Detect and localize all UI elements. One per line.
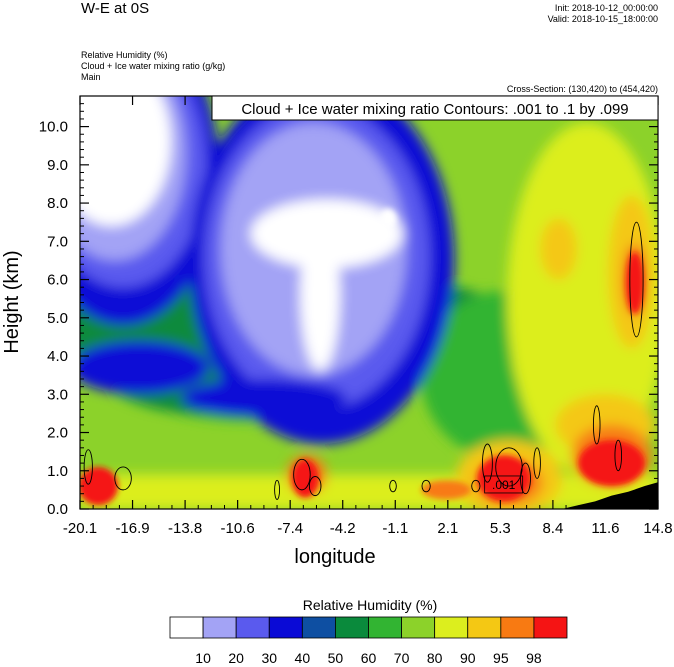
plot-main-title: W-E at 0S [81,0,150,17]
y-tick-label: 6.0 [47,272,68,289]
contour-note-box [211,95,659,121]
colorbar-label: 60 [361,650,377,666]
cloud-contour [274,479,281,500]
colorbar-title: Relative Humidity (%) [303,597,438,613]
x-tick-label: -10.6 [221,520,255,537]
x-tick-label: 14.8 [643,520,672,537]
axes: -20.1 -16.9 -13.8 -10.6 -7.4 -4.2 -1.1 2.1 5.3 8.… [39,96,673,537]
colorbar-label: 80 [427,650,443,666]
cloud-contour [308,476,322,497]
rh-10-patch [379,208,397,228]
x-tick-label: -20.1 [63,520,97,537]
contour-note-text: Cloud + Ice water mixing ratio Contours:… [241,101,628,118]
x-tick-label: -16.9 [115,520,149,537]
field-detail [80,208,645,506]
cloud-contour [471,479,481,493]
colorbar: 10 20 30 40 50 60 70 80 90 95 98 [169,616,568,666]
y-tick-label: 2.0 [47,425,68,442]
colorbar-swatch [235,616,270,639]
colorbar-label: 20 [228,650,244,666]
x-tick-label: 5.3 [490,520,511,537]
rh-40-lower-arm [181,378,347,418]
colorbar-swatch [169,616,204,639]
rh-10-upper-left [80,96,172,226]
y-tick-label: 7.0 [47,233,68,250]
cloud-contour [629,221,644,338]
colorbar-swatch [268,616,303,639]
valid-time-label: Valid: 2018-10-15_18:00:00 [547,14,658,24]
contour-label: .001 [492,478,516,492]
rh-98-patch [477,455,531,502]
cloud-contour [114,466,132,491]
field-label-relative-humidity: Relative Humidity (%) [81,50,168,60]
mixing-ratio-contours: .001 [83,221,644,500]
colorbar-swatch [202,616,237,639]
x-tick-label: -1.1 [382,520,408,537]
y-tick-label: 8.0 [47,195,68,212]
field-blurred [80,96,658,509]
cross-section-label: Cross-Section: (130,420) to (454,420) [506,84,658,94]
colorbar-label: 10 [195,650,211,666]
colorbar-swatch [434,616,469,639]
y-tick-label: 9.0 [47,157,68,174]
colorbar-swatch [467,616,502,639]
colorbar-swatch [533,616,568,639]
colorbar-swatch [301,616,336,639]
y-tick-label: 4.0 [47,348,68,365]
cloud-contour [421,479,431,493]
rh-98-patch [80,466,119,506]
y-tick-label: 3.0 [47,386,68,403]
y-tick-label: 5.0 [47,310,68,327]
x-axis-title: longitude [294,546,375,568]
colorbar-label: 50 [328,650,344,666]
colorbar-label: 90 [460,650,476,666]
colorbar-swatch [335,616,369,639]
colorbar-swatch [500,616,535,639]
cloud-contour [614,439,623,472]
cloud-contour [533,447,541,479]
colorbar-swatch [401,616,436,639]
init-time-label: Init: 2018-10-12_00:00:00 [554,3,658,13]
x-tick-label: -13.8 [168,520,202,537]
colorbar-label: 40 [295,650,311,666]
cloud-contour [592,405,601,445]
cloud-contour [481,443,493,483]
contour-note: Cloud + Ice water mixing ratio Contours:… [211,95,659,121]
contour-label-box [484,475,524,494]
cloud-contour [520,462,531,495]
cloud-contour [293,458,311,491]
cloud-contour [389,479,397,493]
cloud-contour [83,449,93,485]
rh-95-patch [540,218,577,280]
terrain [561,482,658,509]
x-tick-label: 11.6 [591,520,619,537]
colorbar-label: 98 [526,650,542,666]
rh-98-patch [291,459,319,498]
rh-95-patch [421,480,471,500]
colorbar-label: 30 [261,650,277,666]
x-tick-label: 8.4 [542,520,563,537]
colorbar-label: 70 [394,650,410,666]
colorbar-label: 95 [493,650,509,666]
rh-10-tongue-stem [300,218,341,372]
y-tick-label: 1.0 [47,463,68,480]
y-tick-label: 0.0 [47,501,68,518]
humidity-field [80,96,658,509]
y-axis-title: Height (km) [1,250,23,353]
x-tick-label: -7.4 [277,520,303,537]
rh-40-left-arm [80,340,210,395]
field-label-main: Main [81,72,101,82]
x-tick-label: -4.2 [330,520,356,537]
rh-90-mid-right [512,302,596,410]
rh-90-boundary-layer [80,474,658,509]
field-label-mixing-ratio: Cloud + Ice water mixing ratio (g/kg) [81,61,226,71]
rh-98-patch [626,252,644,314]
x-tick-label: 2.1 [437,520,458,537]
y-tick-label: 10.0 [39,119,68,136]
colorbar-swatch [368,616,402,639]
rh-98-patch [578,440,645,487]
